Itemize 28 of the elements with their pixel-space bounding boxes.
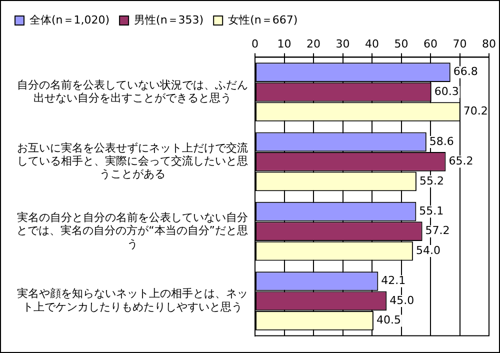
x-tick-label: 30 bbox=[336, 37, 350, 50]
data-label: 65.2 bbox=[448, 154, 474, 168]
data-label: 45.0 bbox=[390, 294, 414, 307]
y-tick-label: 実名の自分と自分の名前を公表していない自分とでは、実名の自分の方が“本当の自分”だと思う bbox=[16, 210, 248, 250]
x-tick-label: 80 bbox=[482, 37, 496, 50]
x-tick-label: 70 bbox=[452, 37, 467, 50]
legend-label: 女性(n＝667) bbox=[228, 13, 298, 26]
data-label: 54.0 bbox=[416, 244, 440, 257]
data-label: 66.8 bbox=[453, 65, 478, 78]
x-tick-label: 0 bbox=[252, 37, 258, 50]
data-label: 55.2 bbox=[419, 174, 444, 188]
data-label: 57.2 bbox=[425, 224, 450, 238]
x-tick-label: 60 bbox=[424, 37, 438, 50]
x-tick-label: 20 bbox=[306, 37, 320, 50]
legend-label: 全体(n＝1,020) bbox=[30, 13, 110, 26]
x-tick-label: 40 bbox=[365, 37, 379, 50]
data-label: 60.3 bbox=[434, 84, 459, 98]
x-tick-label: 10 bbox=[277, 37, 292, 50]
y-tick-label: お互いに実名を公表せずにネット上だけで交流している相手と、実際に会って交流したいと思うことがある bbox=[16, 141, 248, 181]
y-tick-label: 自分の名前を公表していない状況では、ふだん出せない自分を出すことができると思う bbox=[16, 78, 248, 104]
data-label: 58.6 bbox=[429, 134, 454, 148]
data-label: 55.1 bbox=[419, 204, 444, 218]
data-label: 40.5 bbox=[376, 314, 401, 327]
data-label: 70.2 bbox=[463, 104, 488, 118]
y-tick-label: 実名や顔を知らないネット上の相手とは、ネット上でケンカしたりもめたりしやすいと思う bbox=[16, 287, 248, 314]
x-tick-label: 50 bbox=[394, 37, 408, 50]
data-label: 42.1 bbox=[381, 274, 406, 288]
legend-label: 男性(n＝353) bbox=[134, 13, 204, 26]
